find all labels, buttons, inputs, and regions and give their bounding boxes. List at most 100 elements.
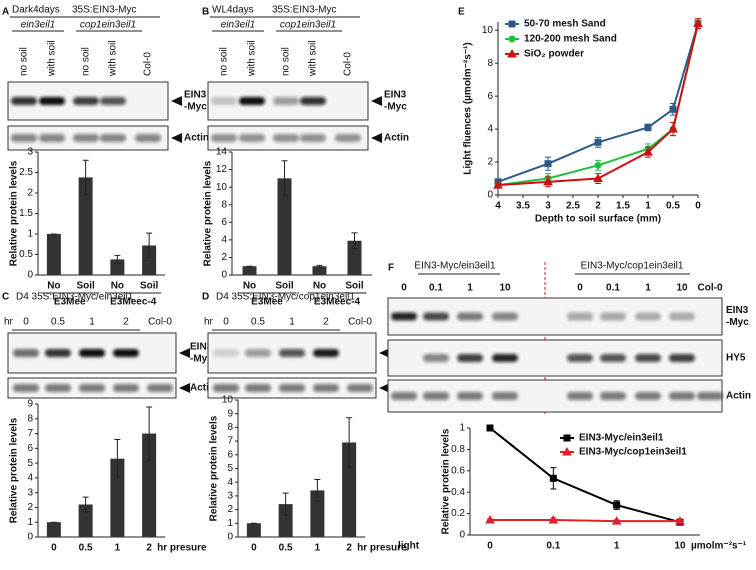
band: [211, 97, 237, 105]
arrow: [371, 133, 382, 143]
y-tick-label: 8: [221, 199, 227, 210]
lane-label: 0.1: [429, 283, 443, 294]
series-line: [497, 23, 699, 187]
marker: [549, 474, 557, 482]
x-tick-label: 2: [146, 543, 152, 554]
y-tick-label: 3: [27, 147, 33, 158]
marker: [594, 138, 602, 146]
panel-label: D: [202, 292, 209, 303]
band: [697, 392, 723, 400]
x-tick-label: 0: [695, 201, 701, 212]
marker: [485, 515, 495, 524]
bar: [110, 458, 125, 537]
group-label: E3Mee: [251, 297, 283, 308]
band: [11, 97, 37, 105]
y-tick-label: 4: [487, 124, 493, 135]
y-tick-label: 6: [487, 91, 493, 102]
blot-label: -Myc: [190, 354, 213, 365]
blot-label: Actin: [726, 391, 751, 402]
y-tick-label: 6: [27, 443, 33, 454]
band: [45, 349, 71, 357]
error-bar: [351, 232, 358, 250]
y-axis-label: Relative protein levels: [9, 160, 20, 266]
series-line: [489, 427, 681, 524]
y-tick-label: 2: [27, 502, 33, 513]
x-tick-label: No: [313, 281, 326, 292]
band: [313, 384, 339, 392]
lane-label: 1: [289, 317, 295, 328]
error-bar: [316, 264, 323, 268]
y-tick-label: 3: [227, 491, 233, 502]
band: [600, 354, 626, 362]
y-tick-label: 4: [27, 473, 33, 484]
lane-label: Col-0: [148, 317, 172, 328]
band: [245, 349, 271, 357]
band: [335, 134, 361, 142]
x-tick-label: 3.5: [516, 201, 530, 212]
series-line: [490, 519, 680, 523]
y-tick-label: 5: [227, 463, 233, 474]
error-bar: [281, 160, 288, 197]
arrow: [179, 348, 190, 358]
lane-label: 10: [676, 283, 688, 294]
legend-label: 50-70 mesh Sand: [524, 19, 606, 30]
lane-label: with soil: [47, 40, 58, 77]
lane-label: 0.1: [606, 283, 620, 294]
error-bar: [346, 417, 353, 468]
marker: [675, 516, 685, 525]
lane-label: no soil: [81, 47, 92, 76]
legend-label: 120-200 mesh Sand: [524, 34, 617, 45]
y-axis-label: Relative protein levels: [441, 428, 452, 534]
band: [423, 392, 449, 400]
y-tick-label: 0.8: [451, 444, 465, 455]
bar: [347, 240, 362, 275]
bar: [277, 178, 292, 275]
bar: [46, 234, 61, 275]
marker: [508, 20, 516, 28]
lane-label: 1: [645, 283, 651, 294]
band: [391, 392, 417, 400]
blot-label: EIN3: [726, 305, 749, 316]
genotype: EIN3-Myc/ein3eil1: [414, 261, 496, 272]
arrow: [379, 383, 390, 393]
panel-label: B: [202, 7, 209, 18]
band: [273, 134, 299, 142]
bar: [310, 490, 325, 537]
band: [13, 349, 39, 357]
blot-label: EIN3: [384, 90, 407, 101]
genotype: ein3eil1: [21, 20, 55, 31]
x-tick-label: 1: [645, 201, 651, 212]
error-bar: [82, 159, 89, 196]
x-tick-label: Soil: [345, 281, 364, 292]
arrow: [379, 348, 390, 358]
panel-label: A: [2, 7, 9, 18]
y-axis-label: Relative protein levels: [9, 417, 20, 523]
error-bar: [114, 254, 121, 265]
band: [492, 312, 518, 321]
x-tick-label: 2.5: [566, 201, 580, 212]
y-tick-label: 14: [216, 147, 228, 158]
arrow: [171, 133, 182, 143]
y-tick-label: 0.2: [451, 508, 465, 519]
band: [635, 392, 661, 400]
band: [279, 349, 305, 357]
marker: [563, 434, 571, 442]
y-tick-label: 8: [487, 58, 493, 69]
bar: [342, 442, 357, 537]
lane-label: no soil: [281, 47, 292, 76]
band: [635, 354, 661, 362]
band: [100, 97, 126, 105]
x-tick-label: 3: [545, 201, 551, 212]
y-tick-label: 0: [487, 190, 493, 201]
x-axis-label: Depth to soil surface (mm): [535, 214, 661, 225]
y-tick-label: 0: [27, 270, 33, 281]
band: [457, 312, 483, 321]
band: [213, 384, 239, 392]
y-tick-label: 1: [227, 518, 233, 529]
y-tick-label: 1.5: [19, 208, 33, 219]
band: [45, 384, 71, 392]
bar: [110, 259, 125, 275]
y-tick-label: 10: [482, 25, 494, 36]
marker: [611, 516, 622, 525]
lane-label: Col-0: [343, 52, 354, 76]
